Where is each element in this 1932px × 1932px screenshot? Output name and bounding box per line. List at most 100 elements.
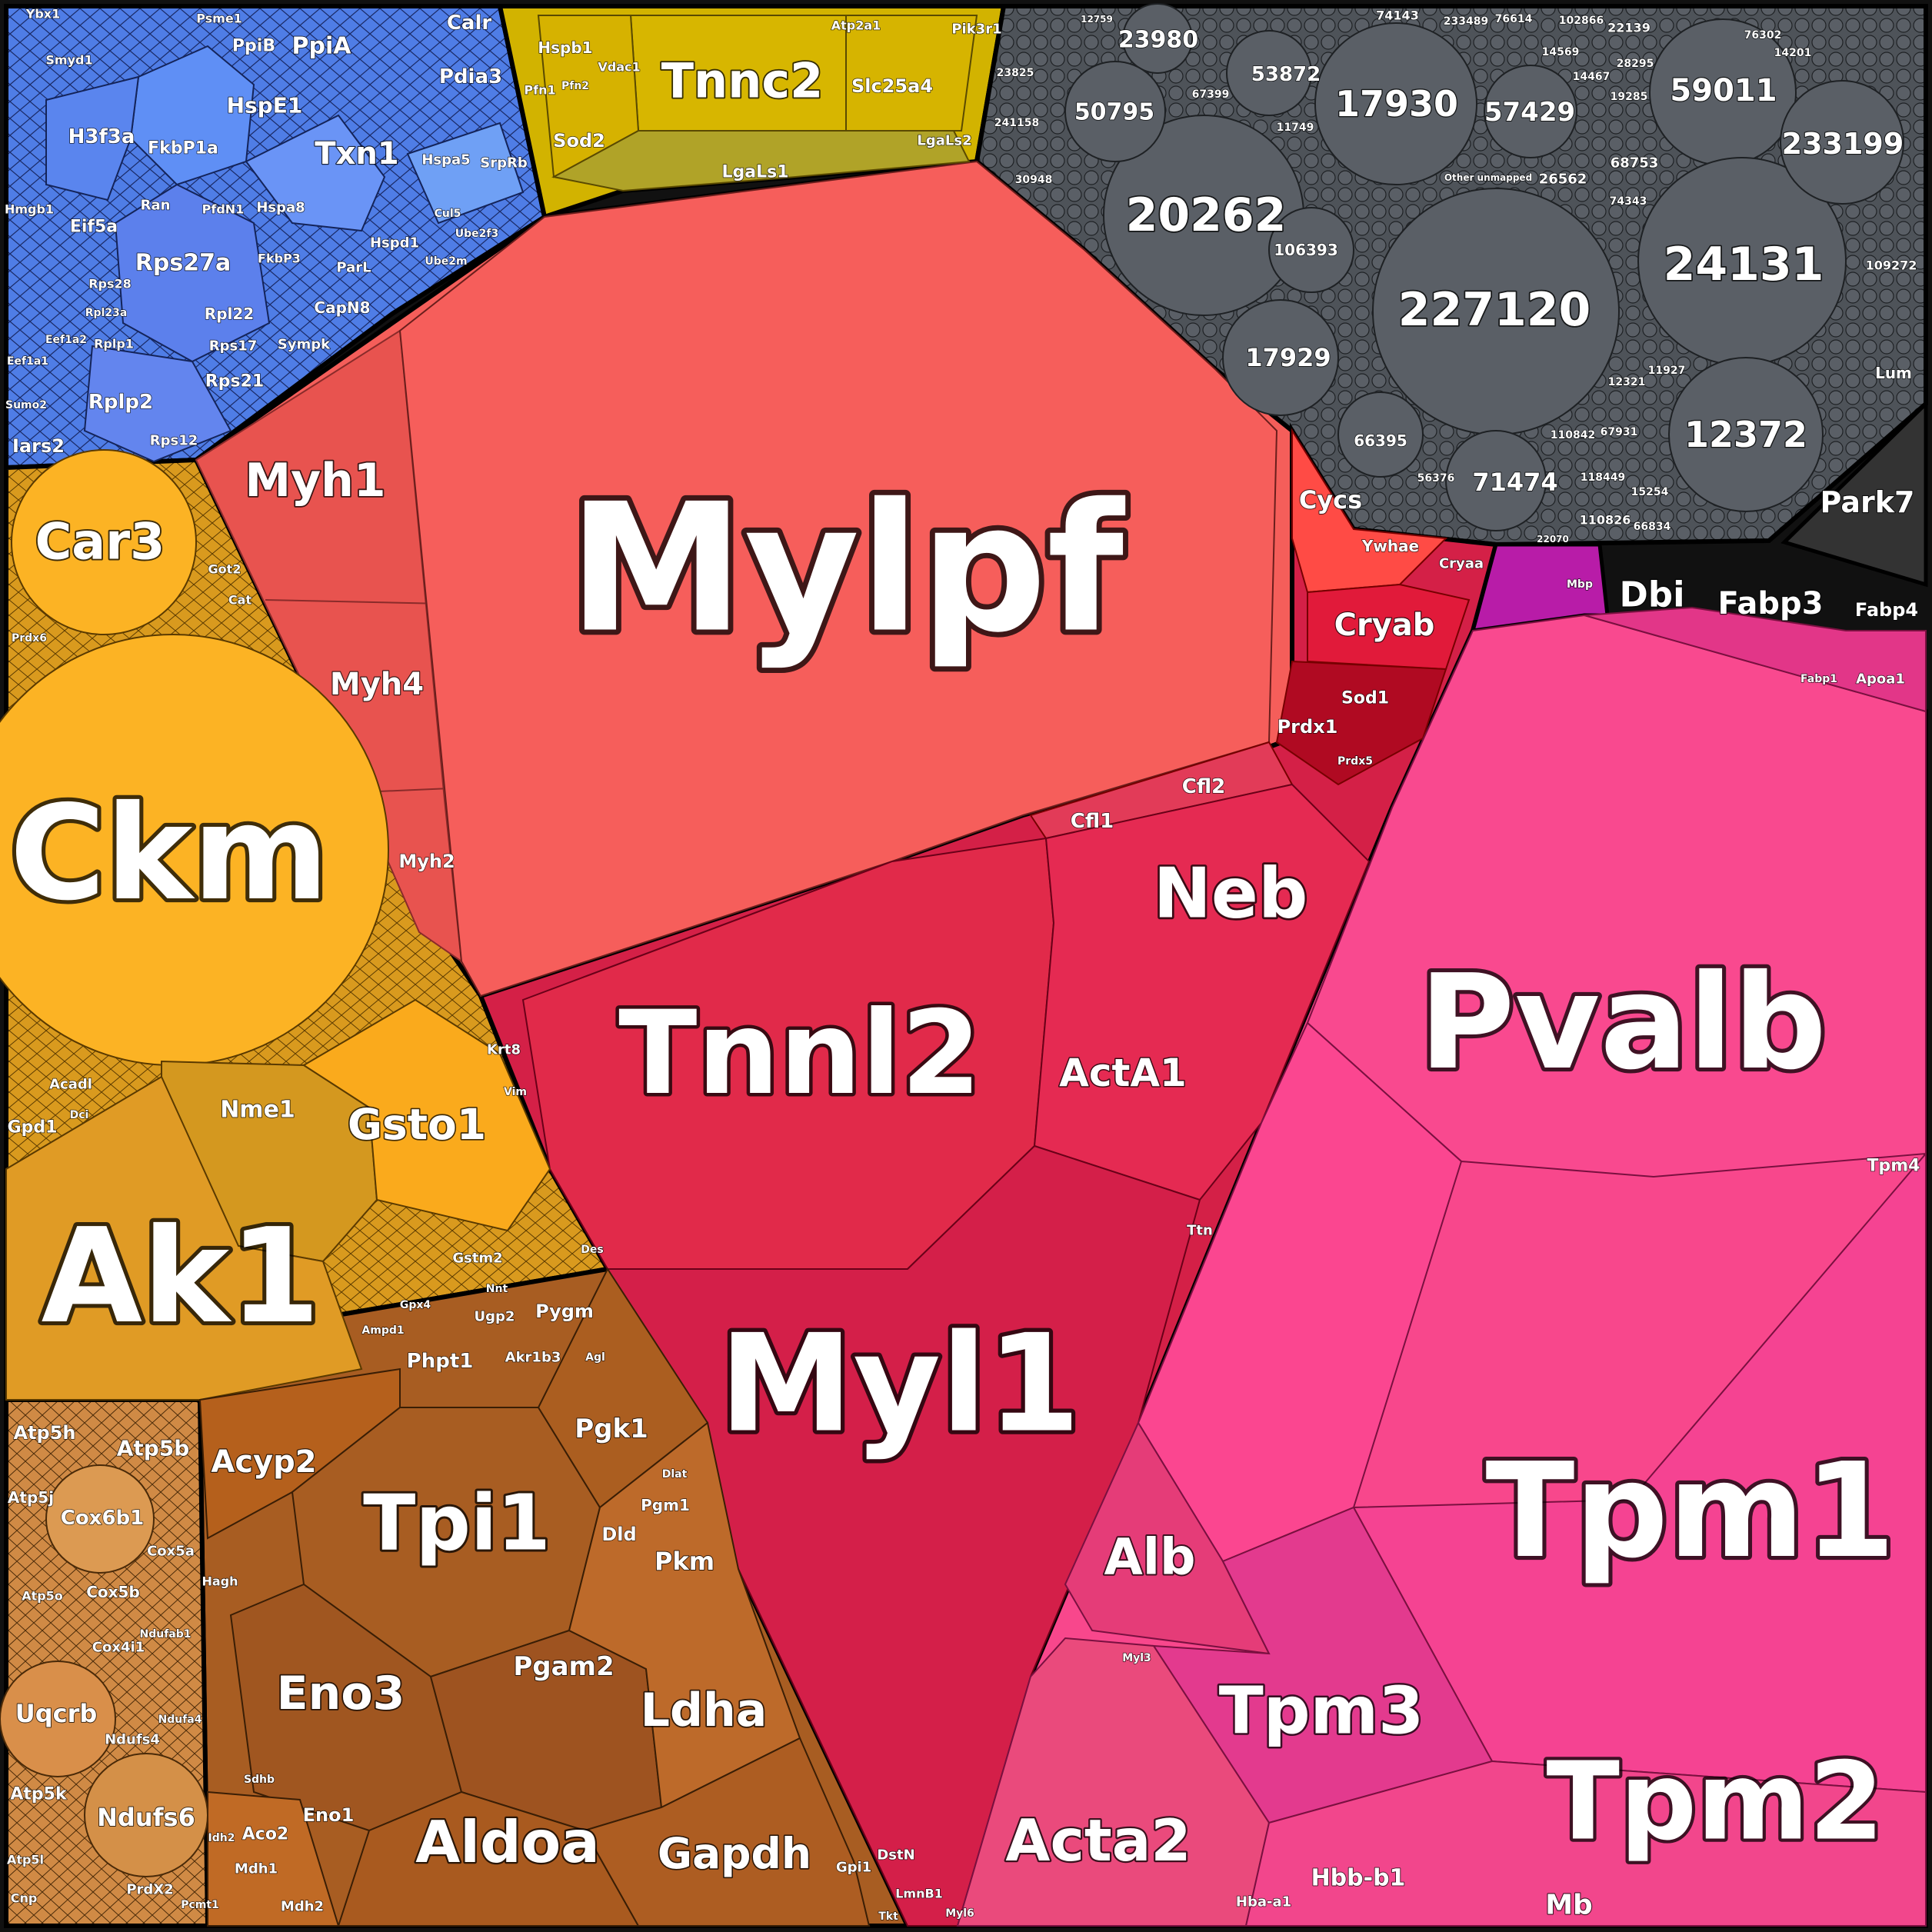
cell-label-other_unmapped: Other unmapped: [1444, 172, 1532, 183]
cell-label-mbp: Mbp: [1567, 578, 1593, 591]
cell-label-atp5l: Atp5l: [7, 1853, 44, 1867]
cell-label-n12759: 12759: [1081, 14, 1113, 25]
cell-label-n110842: 110842: [1551, 429, 1595, 441]
cell-label-n71474: 71474: [1472, 468, 1557, 497]
cell-label-lmnb1: LmnB1: [895, 1887, 943, 1901]
cell-label-n74143: 74143: [1376, 8, 1419, 23]
cell-label-tnnc2: Tnnc2: [661, 53, 823, 109]
cell-label-calr: Calr: [447, 12, 492, 35]
cell-label-tpi1: Tpi1: [363, 1478, 551, 1568]
cell-label-gpx4: Gpx4: [400, 1299, 431, 1311]
cell-label-gstm2: Gstm2: [452, 1251, 502, 1267]
cell-label-pgm1: Pgm1: [641, 1496, 690, 1514]
cell-label-cox4i1: Cox4i1: [92, 1640, 145, 1656]
cell-label-iars2: Iars2: [12, 435, 65, 457]
cell-label-lum: Lum: [1875, 364, 1912, 382]
cell-label-eno1: Eno1: [303, 1804, 355, 1826]
cell-label-mb: Mb: [1545, 1890, 1593, 1921]
cell-label-acta2: Acta2: [1005, 1807, 1191, 1874]
cell-label-gsto1: Gsto1: [348, 1100, 486, 1149]
cell-label-ugp2: Ugp2: [475, 1309, 515, 1325]
cell-label-eno3: Eno3: [277, 1667, 405, 1720]
cell-label-gpd1: Gpd1: [8, 1118, 58, 1138]
cell-label-n26562: 26562: [1539, 172, 1587, 188]
cell-label-pcmt1: Pcmt1: [181, 1899, 219, 1911]
cell-label-prdx2: PrdX2: [126, 1882, 173, 1898]
region-park7: [1780, 399, 1928, 588]
cell-label-n17930: 17930: [1335, 83, 1458, 125]
cell-label-gpi1: Gpi1: [836, 1860, 871, 1876]
cell-label-tpm3: Tpm3: [1219, 1674, 1424, 1750]
cell-label-sumo2: Sumo2: [5, 399, 47, 411]
cell-label-ampd1: Ampd1: [361, 1324, 404, 1337]
cell-label-myh1: Myh1: [245, 454, 385, 508]
cell-label-pfn2: Pfn2: [561, 80, 589, 92]
cell-label-ckm: Ckm: [10, 778, 329, 930]
cell-label-hbb: Hbb-b1: [1311, 1865, 1406, 1892]
cell-label-n23980: 23980: [1118, 27, 1198, 54]
yellow-cells: [537, 15, 978, 192]
orange-cells: [0, 449, 551, 1401]
cell-label-myl1: Myl1: [719, 1307, 1081, 1463]
cell-label-lgals1: LgaLs1: [721, 163, 788, 182]
cell-label-tkt: Tkt: [878, 1910, 898, 1923]
cell-label-n110826: 110826: [1580, 513, 1631, 528]
cell-label-atp5j: Atp5j: [8, 1488, 54, 1507]
cell-label-hspb1: Hspb1: [538, 38, 592, 57]
cell-label-atp5b: Atp5b: [117, 1436, 190, 1461]
cell-label-n50795: 50795: [1074, 99, 1154, 126]
cell-label-lgals2: LgaLs2: [917, 133, 971, 149]
cell-label-pdia3: Pdia3: [439, 65, 502, 88]
cell-label-hagh: Hagh: [202, 1574, 238, 1589]
cell-label-ak1: Ak1: [42, 1201, 321, 1353]
cell-label-smyd1: Smyd1: [45, 53, 92, 68]
cell-label-myl3: Myl3: [1122, 1652, 1151, 1664]
cell-label-cox6b1: Cox6b1: [61, 1507, 145, 1530]
cell-label-parl: ParL: [336, 260, 371, 276]
cell-label-n102866: 102866: [1559, 15, 1604, 27]
cell-label-n118449: 118449: [1581, 471, 1625, 484]
cell-label-n76614: 76614: [1495, 13, 1533, 25]
cell-label-fkbp1a: FkbP1a: [148, 139, 218, 158]
cell-label-eef1a2: Eef1a2: [45, 334, 87, 346]
cell-label-nnt: Nnt: [486, 1283, 508, 1295]
cell-label-n74343: 74343: [1610, 195, 1647, 208]
cell-label-park7: Park7: [1820, 485, 1915, 519]
cell-label-car3: Car3: [35, 514, 165, 571]
cell-label-n30948: 30948: [1015, 174, 1053, 186]
cell-label-n241158: 241158: [994, 117, 1039, 129]
cell-label-n14467: 14467: [1573, 71, 1611, 83]
cell-label-hmgb1: Hmgb1: [5, 202, 54, 217]
cell-labels: Mylpf Myh1 Myh4 Myh2 Cycs Ywhae Cryaa Cryab Sod1…: [4, 6, 1920, 1924]
cell-label-n66834: 66834: [1634, 521, 1671, 533]
cell-label-myh4: Myh4: [330, 667, 424, 702]
cell-label-n76302: 76302: [1744, 29, 1782, 42]
cell-label-tpm1: Tpm1: [1485, 1435, 1895, 1587]
cell-label-fkbp3: FkbP3: [258, 251, 301, 266]
cell-label-pygm: Pygm: [535, 1301, 594, 1322]
cell-label-acta1: ActA1: [1059, 1051, 1187, 1095]
cell-label-cycs: Cycs: [1299, 485, 1362, 515]
cell-label-rps27a: Rps27a: [135, 250, 231, 277]
cell-label-cfl2: Cfl2: [1182, 775, 1225, 798]
cell-label-des: Des: [581, 1244, 603, 1256]
cell-label-ppib: PpiB: [232, 37, 275, 56]
cell-label-aldoa: Aldoa: [415, 1808, 600, 1876]
cell-label-pvalb: Pvalb: [1419, 947, 1827, 1099]
cell-label-myh2: Myh2: [398, 851, 455, 872]
cell-label-n17929: 17929: [1245, 343, 1331, 372]
cell-label-n68753: 68753: [1611, 155, 1659, 172]
cell-label-alb: Alb: [1104, 1529, 1195, 1587]
cell-label-ndufa4: Ndufa4: [158, 1714, 202, 1726]
cell-label-rps21: Rps21: [205, 372, 264, 391]
red-cells: [521, 783, 1371, 1927]
cell-label-n67399: 67399: [1192, 88, 1230, 101]
cell-label-dld: Dld: [601, 1524, 636, 1545]
cell-label-eif5a: Eif5a: [70, 218, 118, 237]
top-right-red-cells: [1029, 428, 1471, 840]
cell-label-sod1: Sod1: [1341, 689, 1389, 708]
cell-label-n14201: 14201: [1774, 47, 1812, 59]
cell-label-hspe1: HspE1: [227, 93, 303, 118]
cell-label-akr1b3: Akr1b3: [505, 1350, 561, 1366]
cell-label-n57429: 57429: [1484, 97, 1575, 128]
